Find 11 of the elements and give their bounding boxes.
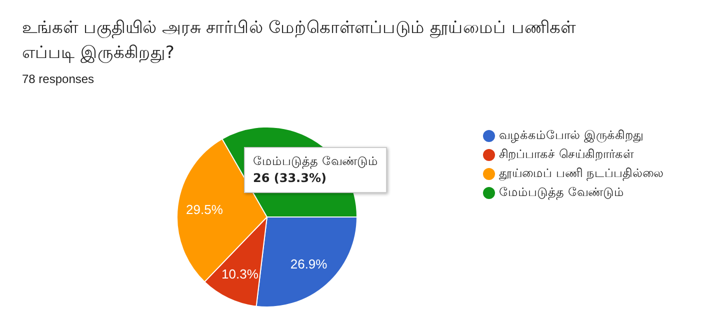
data-label: 29.5%: [186, 202, 224, 217]
text: 26 (33.3%): [253, 170, 328, 187]
chart-title: உங்கள் பகுதியில் அரசு சார்பில் மேற்கொள்ளப்படும் தூய்மைப் பணிகள் எப்படி இருக்கிறது?: [22, 17, 577, 65]
data-label: 10.3%: [222, 266, 259, 282]
legend-label: தூய்மைப் பணி நடப்பதில்லை: [499, 166, 664, 180]
text: 78 responses: [22, 72, 94, 86]
text: மேம்படுத்த வேண்டும்: [253, 153, 378, 170]
data-label: 26.9%: [290, 256, 328, 272]
legend-label: மேம்படுத்த வேண்டும்: [499, 185, 624, 199]
legend-label: வழக்கம்போல் இருக்கிறது: [499, 128, 643, 142]
legend-label: சிறப்பாகச் செய்கிறார்கள்: [499, 147, 634, 161]
